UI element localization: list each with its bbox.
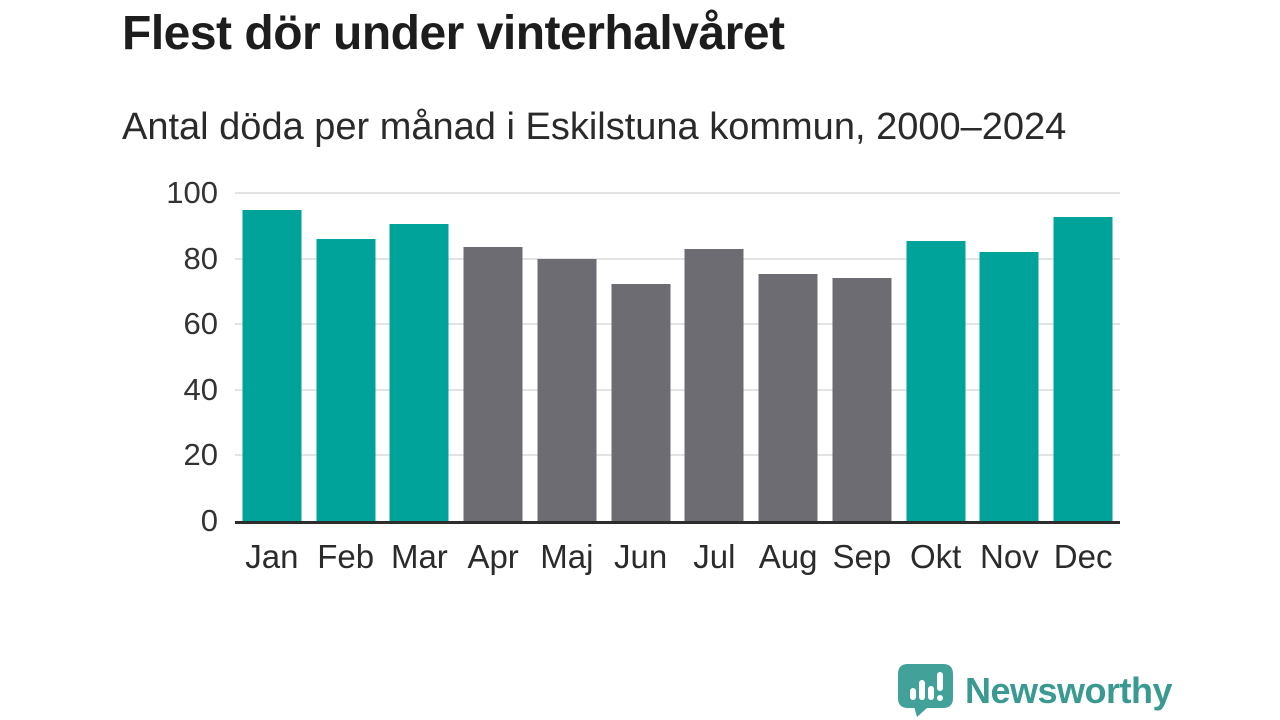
x-axis: Jan Feb Mar Apr Maj Jun Jul Aug Sep Okt Nov Dec	[235, 538, 1120, 576]
bar-feb	[316, 238, 376, 521]
bar-slot	[825, 193, 899, 521]
gridline-100	[235, 192, 1120, 194]
bar-slot	[309, 193, 383, 521]
x-tick-label-aug: Aug	[758, 538, 818, 575]
bar-slot	[973, 193, 1047, 521]
y-tick-label-0: 0	[200, 503, 218, 538]
bars	[235, 193, 1120, 521]
bar-apr	[463, 247, 523, 521]
x-tick-label-okt: Okt	[909, 538, 962, 575]
bar-slot	[456, 193, 530, 521]
y-tick-label-20: 20	[183, 437, 218, 473]
y-axis: 0 20 40 60 80 100	[90, 176, 218, 538]
x-tick-label-sep: Sep	[832, 538, 892, 575]
plot-area	[235, 192, 1120, 524]
brand-footer: Newsworthy	[897, 664, 1173, 718]
bar-okt	[906, 240, 966, 521]
x-tick-label-jul: Jul	[693, 538, 736, 575]
x-tick-label-maj: Maj	[540, 538, 594, 575]
y-tick-label-100: 100	[166, 175, 218, 210]
y-tick-label-80: 80	[183, 240, 218, 276]
bar-slot	[899, 193, 973, 521]
x-tick-label-jun: Jun	[614, 538, 668, 575]
y-tick-label-40: 40	[183, 371, 218, 407]
bar-slot	[1046, 193, 1120, 521]
x-tick-label-apr: Apr	[467, 538, 519, 575]
x-tick-label-jan: Jan	[245, 538, 299, 575]
gridline-20	[235, 454, 1120, 457]
bar-nov	[979, 252, 1039, 521]
x-tick-label-mar: Mar	[390, 538, 448, 575]
x-tick-label-nov: Nov	[980, 538, 1039, 575]
chart-title: Flest dör under vinterhalvåret	[122, 7, 785, 60]
y-tick-label-60: 60	[183, 306, 218, 342]
bar-slot	[235, 193, 309, 521]
gridline-80	[235, 257, 1120, 260]
bar-slot	[530, 193, 604, 521]
bar-slot	[383, 193, 457, 521]
brand-name: Newsworthy	[965, 670, 1173, 711]
bar-mar	[389, 224, 449, 521]
bar-dec	[1053, 217, 1113, 521]
bar-slot	[678, 193, 752, 521]
bar-jul	[684, 249, 744, 521]
gridline-60	[235, 323, 1120, 326]
gridline-40	[235, 388, 1120, 391]
bar-slot	[604, 193, 678, 521]
bar-jan	[242, 210, 302, 521]
bar-slot	[751, 193, 825, 521]
x-tick-label-dec: Dec	[1053, 538, 1113, 575]
newsworthy-logo-icon	[898, 664, 953, 717]
bar-jun	[611, 284, 671, 521]
bar-sep	[832, 277, 892, 521]
chart-subtitle: Antal döda per månad i Eskilstuna kommun…	[122, 106, 1067, 148]
x-tick-label-feb: Feb	[317, 538, 375, 575]
bar-aug	[758, 274, 818, 521]
bar-maj	[537, 258, 597, 521]
